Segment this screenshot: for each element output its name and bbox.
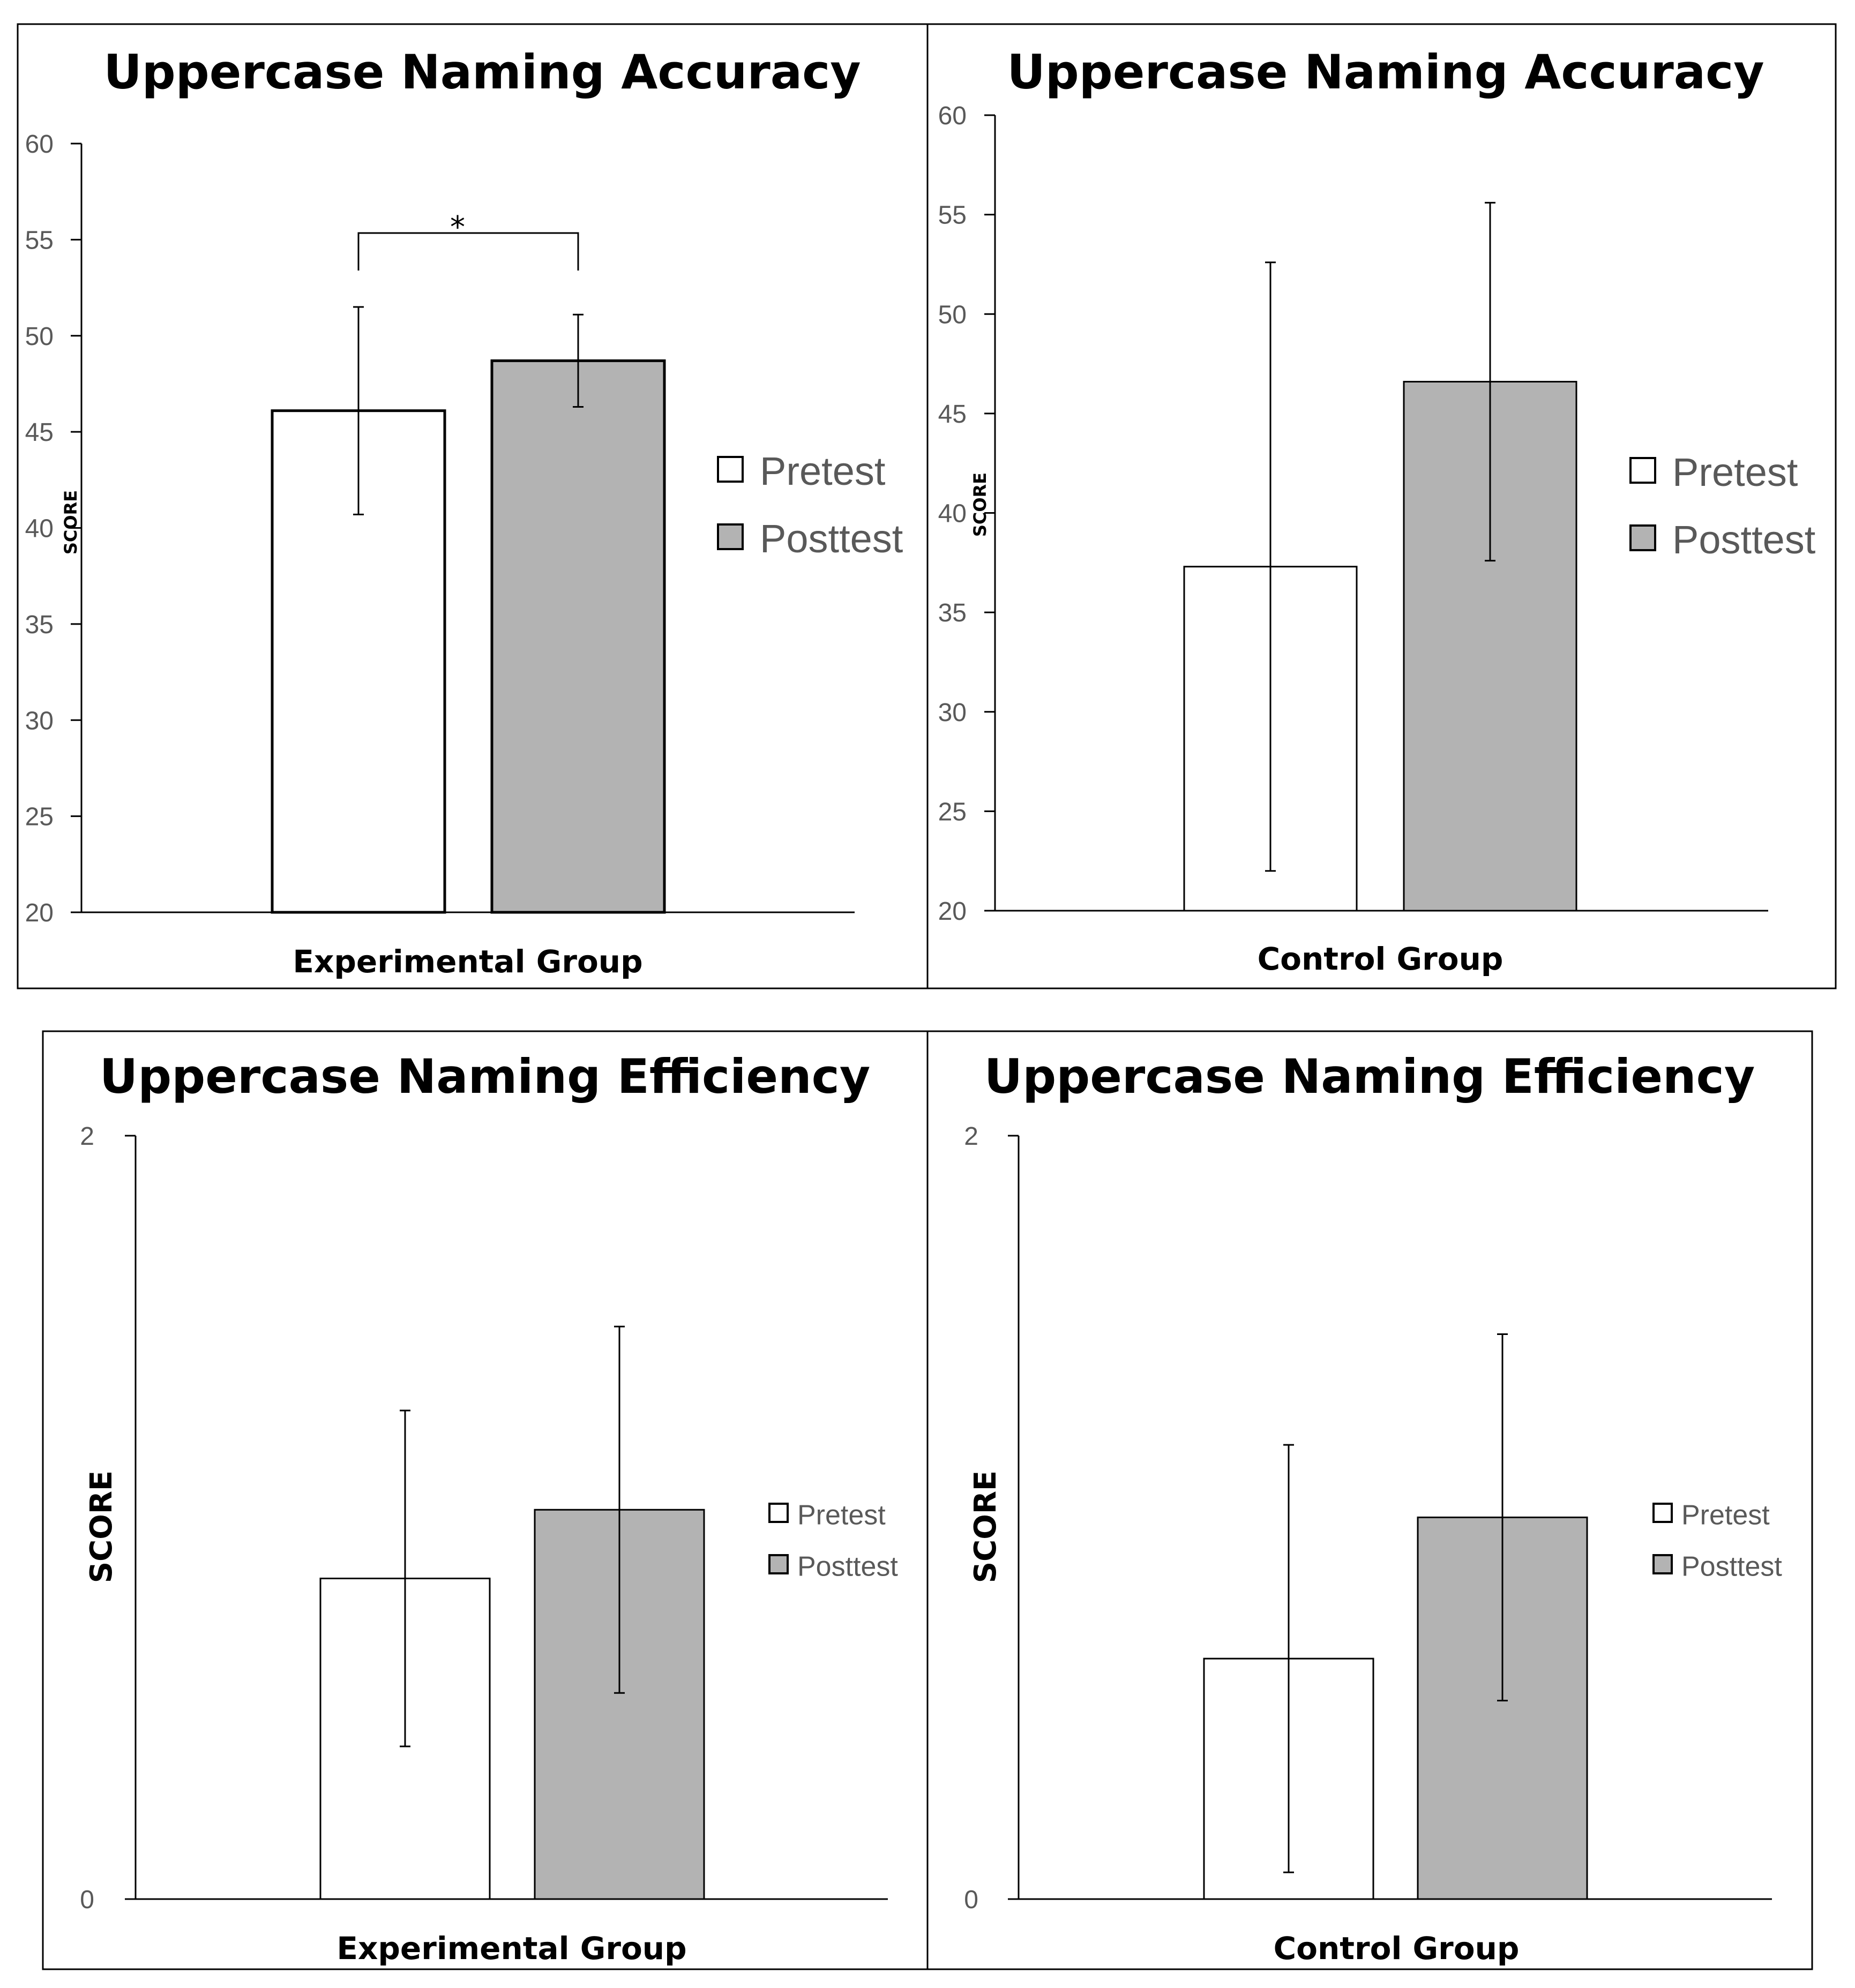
chart-experimental-efficiency: Uppercase Naming Efficiency 0 2 SCORE Experi…	[80, 1049, 898, 1967]
legend-swatch-pretest	[1629, 457, 1656, 484]
legend-label-posttest: Posttest	[760, 516, 903, 561]
legend-label-posttest: Posttest	[1681, 1551, 1782, 1582]
significance-bracket	[357, 232, 579, 271]
y-tick-label: 20	[25, 899, 54, 927]
y-axis-label: SCORE	[968, 1471, 1003, 1583]
bar-posttest	[490, 359, 666, 914]
chart-control-accuracy: Uppercase Naming Accuracy 20 25 30 35 40 45 50 5…	[938, 44, 1816, 977]
y-tick-label: 60	[938, 102, 967, 130]
y-tick-label: 55	[25, 226, 54, 254]
legend-swatch-posttest	[768, 1554, 789, 1574]
y-tick-label: 45	[25, 418, 54, 447]
y-tick-label: 0	[80, 1886, 94, 1914]
legend-swatch-posttest	[717, 523, 744, 550]
chart-control-efficiency: Uppercase Naming Efficiency 0 2 SCORE Contro…	[964, 1049, 1782, 1967]
y-axis-label: SCORE	[61, 490, 81, 554]
panel-frame	[926, 23, 1837, 989]
y-tick-label: 50	[25, 322, 54, 351]
legend-label-posttest: Posttest	[1672, 517, 1816, 562]
x-axis-label: Control Group	[1274, 1930, 1520, 1967]
legend-swatch-pretest	[1652, 1503, 1673, 1523]
legend-label-pretest: Pretest	[1672, 450, 1798, 494]
y-tick-label: 35	[25, 611, 54, 639]
y-tick-label: 20	[938, 897, 967, 926]
y-tick-label: 60	[25, 130, 54, 159]
chart-title: Uppercase Naming Accuracy	[103, 44, 861, 100]
x-axis-label: Control Group	[1258, 941, 1504, 977]
y-tick-label: 0	[964, 1886, 978, 1914]
y-tick-label: 2	[80, 1122, 94, 1151]
y-tick-label: 30	[938, 699, 967, 727]
significance-marker: *	[450, 210, 465, 245]
legend-label-pretest: Pretest	[1681, 1500, 1770, 1531]
y-tick-label: 50	[938, 301, 967, 329]
x-axis-label: Experimental Group	[336, 1930, 686, 1967]
y-tick-label: 25	[938, 798, 967, 826]
y-tick-label: 55	[938, 201, 967, 230]
legend-swatch-pretest	[717, 456, 744, 483]
panel-frame	[17, 23, 929, 989]
y-axis-label: SCORE	[84, 1471, 119, 1583]
y-tick-label: 25	[25, 803, 54, 831]
y-tick-label: 35	[938, 599, 967, 627]
x-axis-label: Experimental Group	[293, 943, 642, 980]
chart-title: Uppercase Naming Efficiency	[984, 1049, 1755, 1104]
legend-label-posttest: Posttest	[797, 1551, 898, 1582]
chart-title: Uppercase Naming Accuracy	[1007, 44, 1764, 100]
y-tick-label: 40	[25, 515, 54, 543]
chart-title: Uppercase Naming Efficiency	[100, 1049, 870, 1104]
y-tick-label: 45	[938, 400, 967, 429]
legend-swatch-posttest	[1629, 524, 1656, 551]
y-tick-label: 2	[964, 1122, 978, 1151]
legend-swatch-pretest	[768, 1503, 789, 1523]
panel-frame	[926, 1030, 1813, 1970]
legend-label-pretest: Pretest	[760, 449, 886, 493]
y-axis-label: SCORE	[970, 472, 990, 537]
legend-swatch-posttest	[1652, 1554, 1673, 1574]
legend-label-pretest: Pretest	[797, 1500, 886, 1531]
y-tick-label: 30	[25, 707, 54, 735]
chart-experimental-accuracy: Uppercase Naming Accuracy 20 25 30 35 40 45 50 5…	[25, 44, 903, 980]
y-tick-label: 40	[938, 500, 967, 528]
